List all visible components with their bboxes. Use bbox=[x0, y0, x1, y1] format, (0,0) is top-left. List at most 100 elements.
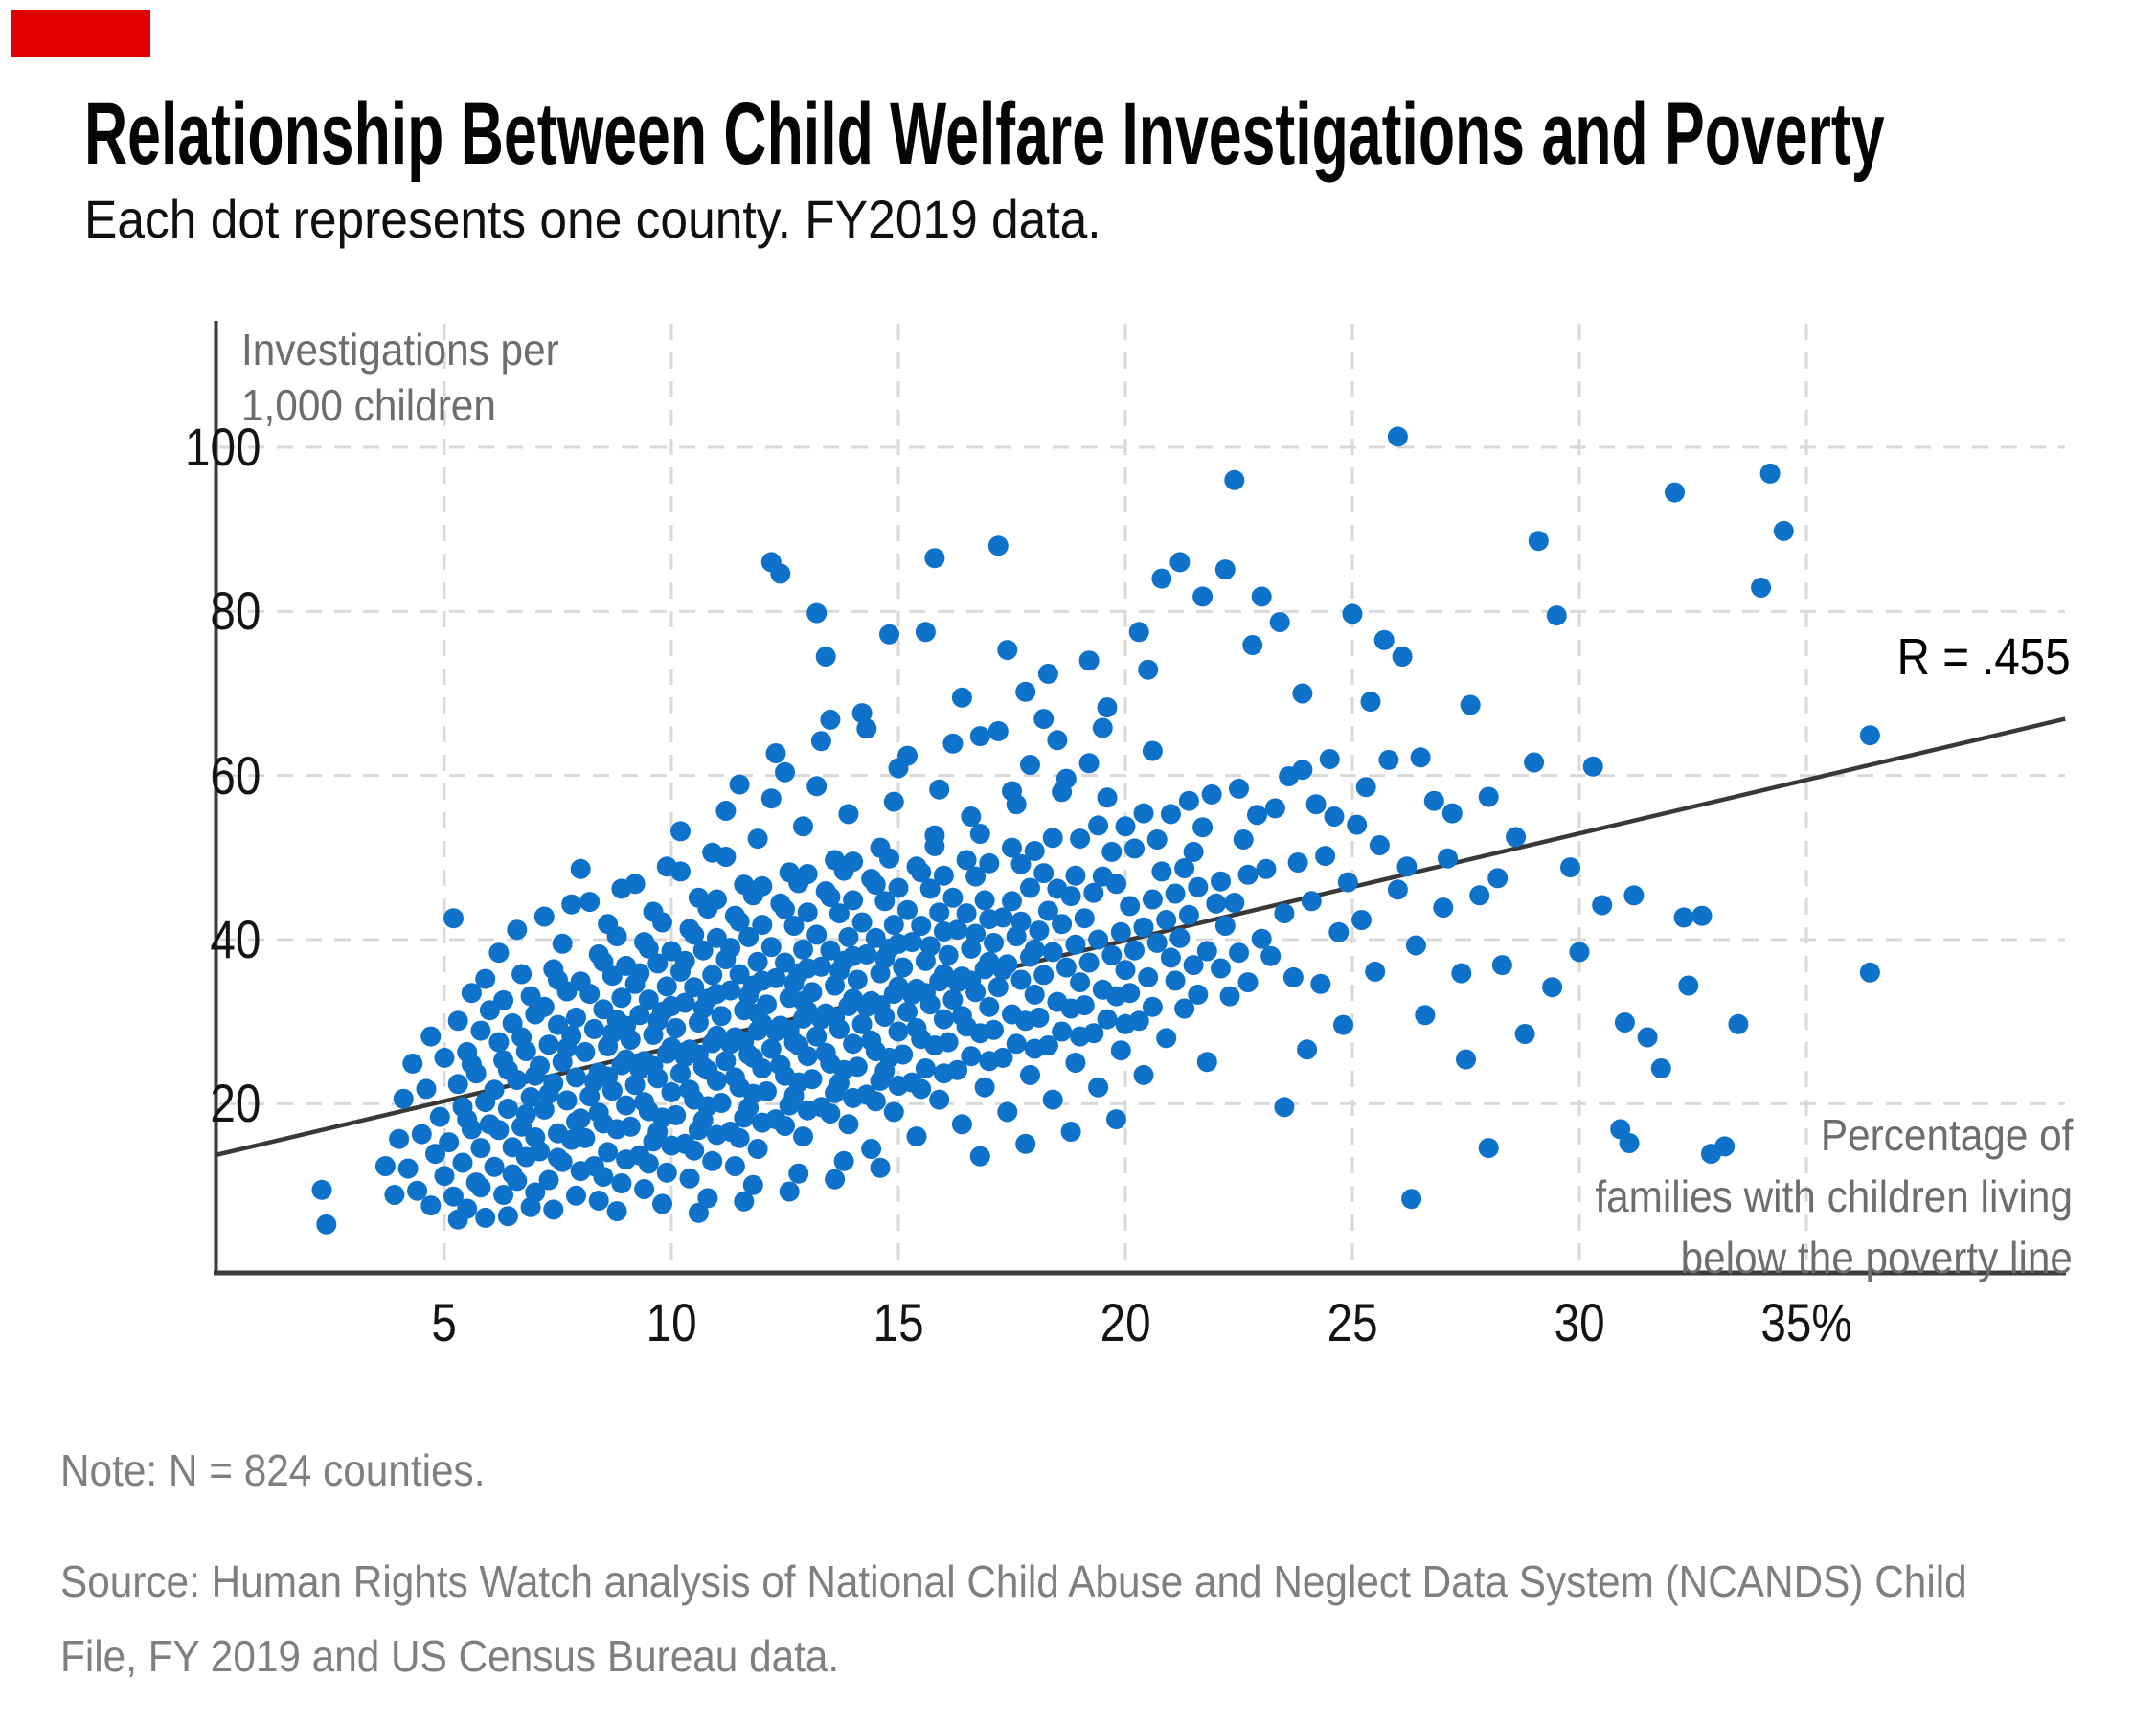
data-point bbox=[874, 948, 896, 969]
data-point bbox=[1196, 941, 1217, 962]
data-point bbox=[1251, 586, 1272, 607]
x-tick-label: 30 bbox=[1498, 1291, 1661, 1354]
data-point bbox=[1165, 883, 1186, 904]
data-point bbox=[548, 1147, 568, 1169]
data-point bbox=[1351, 910, 1372, 930]
data-point bbox=[570, 858, 591, 879]
x-tick-text: 20 bbox=[1100, 1292, 1151, 1352]
data-point bbox=[1033, 863, 1055, 884]
data-point bbox=[956, 903, 977, 924]
data-point bbox=[1088, 929, 1109, 950]
data-point bbox=[1347, 814, 1368, 835]
data-point bbox=[747, 828, 768, 850]
data-point bbox=[924, 548, 945, 569]
data-point bbox=[606, 926, 627, 947]
data-point bbox=[1211, 958, 1231, 979]
data-point bbox=[548, 969, 568, 990]
data-point bbox=[1410, 747, 1431, 768]
data-point bbox=[847, 969, 868, 990]
data-point bbox=[992, 907, 1013, 928]
data-point bbox=[525, 1182, 546, 1203]
data-point bbox=[1469, 885, 1490, 906]
data-point bbox=[919, 936, 941, 957]
data-point bbox=[1133, 803, 1154, 824]
data-point bbox=[1247, 805, 1267, 826]
data-point bbox=[1229, 778, 1249, 799]
data-point bbox=[538, 1034, 559, 1055]
data-point bbox=[1174, 858, 1195, 878]
data-point bbox=[1269, 612, 1290, 632]
data-point bbox=[1192, 817, 1214, 838]
x-tick-label: 20 bbox=[1044, 1291, 1207, 1354]
data-point bbox=[533, 996, 555, 1017]
data-point bbox=[979, 852, 1000, 874]
data-point bbox=[1859, 962, 1880, 983]
data-point bbox=[997, 1101, 1018, 1123]
data-point bbox=[1033, 709, 1055, 730]
data-point bbox=[942, 733, 964, 754]
data-point bbox=[775, 898, 795, 919]
data-point bbox=[760, 937, 782, 958]
data-point bbox=[893, 1044, 914, 1065]
x-tick-text: 10 bbox=[646, 1292, 697, 1352]
note-text-content: Note: N = 824 counties. bbox=[60, 1445, 486, 1495]
x-tick-text: 25 bbox=[1327, 1292, 1378, 1352]
data-point bbox=[679, 1079, 700, 1101]
data-point bbox=[470, 1020, 491, 1041]
data-point bbox=[407, 1180, 428, 1201]
data-point bbox=[624, 874, 646, 895]
data-point bbox=[656, 976, 677, 997]
data-point bbox=[1083, 882, 1104, 903]
data-point bbox=[439, 1132, 460, 1153]
page-subtitle: Each dot represents one county. FY2019 d… bbox=[84, 188, 1190, 250]
data-point bbox=[1138, 966, 1159, 987]
data-point bbox=[1029, 920, 1050, 942]
data-point bbox=[1110, 921, 1131, 942]
data-point bbox=[1097, 787, 1118, 808]
data-point bbox=[1614, 1012, 1635, 1033]
data-point bbox=[765, 967, 786, 988]
correlation-label-text: R = .455 bbox=[1897, 628, 2071, 686]
data-point bbox=[1060, 1122, 1081, 1142]
data-point bbox=[470, 1177, 491, 1198]
data-point bbox=[620, 1116, 641, 1137]
data-point bbox=[911, 1078, 932, 1100]
data-point bbox=[828, 903, 850, 924]
data-point bbox=[1065, 934, 1086, 955]
data-point bbox=[1415, 1005, 1436, 1026]
x-tick-label: 15 bbox=[817, 1291, 980, 1354]
data-point bbox=[556, 1037, 578, 1058]
data-point bbox=[520, 986, 541, 1007]
data-point bbox=[666, 1104, 687, 1125]
data-point bbox=[760, 788, 782, 809]
hrw-brand-mark bbox=[11, 10, 150, 57]
data-point bbox=[643, 1055, 664, 1077]
data-point bbox=[1673, 907, 1694, 928]
data-point bbox=[484, 1079, 505, 1101]
data-point bbox=[1478, 1138, 1499, 1159]
data-point bbox=[402, 1053, 423, 1074]
data-point bbox=[1083, 1023, 1104, 1044]
data-point bbox=[987, 720, 1009, 741]
data-point bbox=[897, 899, 918, 920]
data-point bbox=[765, 743, 786, 763]
data-point bbox=[638, 989, 659, 1010]
data-point bbox=[488, 942, 510, 964]
data-point bbox=[1160, 804, 1181, 825]
data-point bbox=[747, 1139, 768, 1159]
data-point bbox=[552, 933, 573, 954]
data-point bbox=[1033, 965, 1055, 986]
data-point bbox=[843, 851, 864, 873]
data-point bbox=[979, 996, 1000, 1017]
data-point bbox=[865, 927, 886, 948]
data-point bbox=[729, 1127, 750, 1148]
data-point bbox=[788, 1035, 809, 1055]
data-point bbox=[548, 1014, 568, 1035]
data-point bbox=[734, 1191, 755, 1212]
data-point bbox=[1160, 947, 1181, 968]
data-point bbox=[538, 1083, 559, 1104]
y-tick-label: 80 bbox=[57, 575, 261, 647]
data-point bbox=[1146, 829, 1168, 850]
data-point bbox=[757, 994, 777, 1015]
